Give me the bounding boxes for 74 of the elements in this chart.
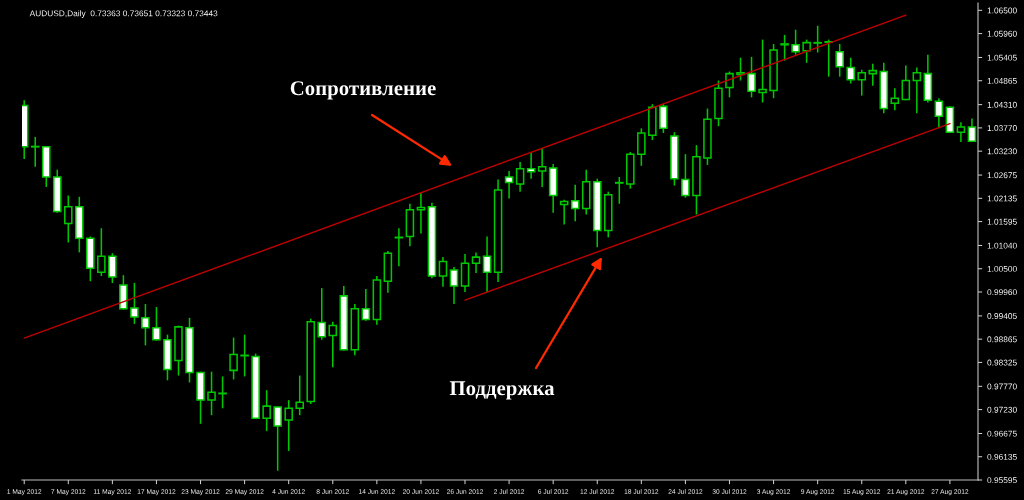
y-tick-label: 0.99960 <box>987 289 1017 296</box>
candlestick <box>328 320 338 369</box>
y-tick-label: 1.03770 <box>987 125 1017 131</box>
candlestick <box>637 127 646 167</box>
y-tick-label: 1.01040 <box>987 242 1017 249</box>
y-tick-label: 0.99405 <box>987 313 1017 319</box>
candlestick <box>835 43 844 78</box>
candlestick <box>824 38 833 78</box>
y-tick-label: 1.04865 <box>987 77 1017 84</box>
y-tick-label: 1.03230 <box>987 148 1017 155</box>
candlestick <box>471 251 481 274</box>
candlestick <box>130 282 139 325</box>
y-tick-label: 0.96675 <box>987 430 1017 437</box>
candlestick <box>152 306 161 342</box>
candlestick <box>361 288 371 322</box>
y-tick-label: 1.05960 <box>987 30 1017 37</box>
candlestick <box>262 389 271 432</box>
candlestick <box>229 336 238 381</box>
candlestick <box>97 227 106 277</box>
annotation: Поддержка <box>449 381 555 400</box>
candlestick <box>526 152 536 180</box>
candlestick <box>515 161 525 193</box>
candlestick <box>758 38 767 104</box>
candlestick <box>659 103 668 134</box>
candlestick <box>570 183 580 223</box>
candlestick <box>438 256 448 288</box>
y-tick-label: 0.98325 <box>987 359 1017 366</box>
candlestick <box>780 34 789 62</box>
y-tick-label: 1.04310 <box>987 101 1017 108</box>
candlestick <box>681 153 690 199</box>
candlestick <box>537 147 547 188</box>
y-tick-label: 0.96135 <box>987 453 1017 460</box>
candlestick <box>218 375 227 410</box>
y-tick-label: 1.02135 <box>987 195 1017 202</box>
candlestick <box>901 64 911 102</box>
candlestick <box>934 97 944 130</box>
candlestick <box>912 66 922 115</box>
candlestick <box>813 25 822 54</box>
candlestick <box>141 303 150 347</box>
y-tick-label: 1.00500 <box>987 265 1017 272</box>
y-tick-label: 0.95595 <box>987 477 1017 484</box>
candlestick <box>504 170 514 200</box>
candlestick <box>63 194 73 244</box>
candlestick <box>791 28 800 56</box>
candlestick <box>108 252 117 284</box>
y-tick-label: 0.98865 <box>987 336 1017 343</box>
candlestick <box>30 136 40 168</box>
y-tick-label: 0.97770 <box>987 383 1017 390</box>
candlestick <box>725 70 734 99</box>
candlestick <box>956 121 966 143</box>
annotation: Сопротивление <box>290 81 436 100</box>
candlestick <box>802 38 811 64</box>
candlestick <box>482 235 492 293</box>
text: AUDUSD,Daily 0.73363 0.73651 0.73323 0.73443 <box>29 10 218 18</box>
y-tick-label: 1.02675 <box>987 172 1017 179</box>
candlestick <box>317 287 327 341</box>
y-tick-label: 1.05405 <box>987 54 1017 61</box>
candlestick <box>747 56 756 99</box>
candlestick <box>460 253 470 293</box>
candlestick <box>846 56 856 85</box>
y-tick-label: 1.01595 <box>987 218 1017 225</box>
candlestick <box>615 176 624 205</box>
candlestick <box>284 399 293 452</box>
y-tick-label: 1.06500 <box>987 7 1017 14</box>
candlestick <box>240 333 249 378</box>
candlestick <box>890 87 900 112</box>
candlestick <box>273 405 282 472</box>
candlestick <box>207 370 216 416</box>
candlestick <box>449 266 459 305</box>
candlestick <box>119 274 128 311</box>
candlestick <box>868 62 878 87</box>
y-tick-label: 0.97230 <box>987 406 1017 413</box>
candlestick <box>857 68 867 97</box>
candlestick <box>295 374 304 416</box>
